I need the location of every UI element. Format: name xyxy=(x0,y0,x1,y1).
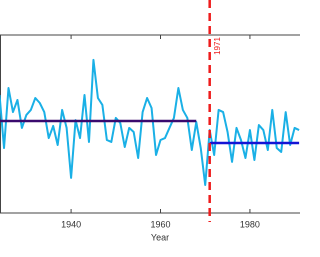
plot-area xyxy=(0,58,300,187)
chart: Year 1940 1960 1980 1971 xyxy=(0,0,300,242)
series-line xyxy=(0,58,300,187)
x-axis-label: Year xyxy=(151,232,169,242)
x-tick-label: 1960 xyxy=(150,219,170,229)
breakpoint-label: 1971 xyxy=(213,37,222,55)
x-tick-label: 1980 xyxy=(240,219,260,229)
x-tick-label: 1940 xyxy=(61,219,81,229)
